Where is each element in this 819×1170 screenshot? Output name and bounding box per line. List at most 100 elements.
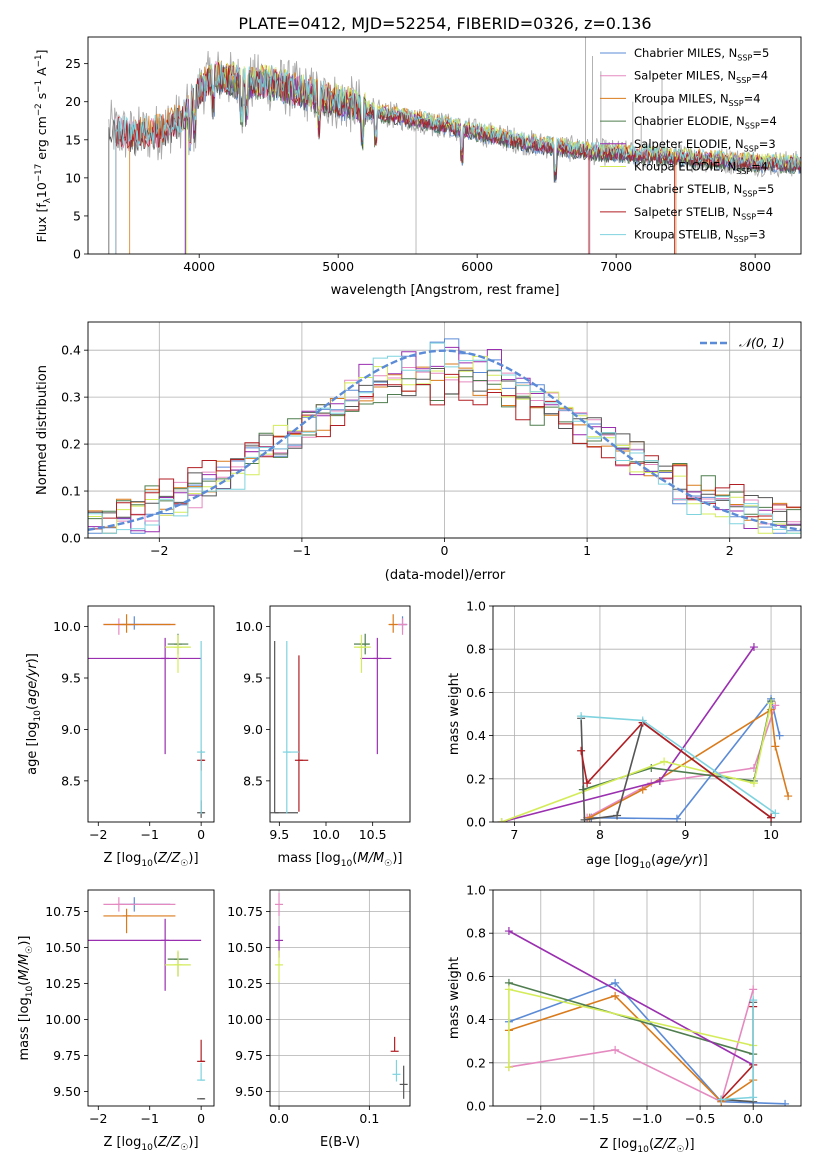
age-vs-mass-ytick-label: 9.5 [243,671,263,686]
mass-vs-EBV-ytick-label: 9.75 [235,1048,263,1063]
weight-vs-age-marker [497,818,506,822]
weight-vs-Z: −2.0 −1.5 −1.0 −0.5 0.0 0.0 0.2 0.4 0.6 0.8 1.0 Z [… [447,883,802,1155]
weight-vs-age-marker [655,776,664,785]
weight-vs-age-frame [492,605,802,823]
mass-vs-EBV-ytick-label: 10.75 [227,904,263,919]
age-vs-Z: −2 −1 0 8.5 9.0 9.5 10.0 Z [log10(Z/Z☉)] age [lo… [25,605,215,869]
mass-vs-EBV-xtick-label: 0.0 [269,1111,289,1126]
mass-vs-EBV-ytick-label: 9.50 [235,1084,263,1099]
weight-vs-Z-ytick-label: 0.8 [466,926,486,941]
mass-vs-Z-xtick-label: 0 [197,1111,205,1126]
weight-vs-age-ytick-label: 0.4 [466,728,486,743]
legend-label: Salpeter STELIB, NSSP=4 [634,205,773,221]
weight-vs-age-xtick-label: 7 [510,827,518,842]
weight-vs-Z-xtick-label: −2.0 [526,1111,556,1126]
weight-vs-age-marker [771,701,780,710]
mass-vs-EBV-xlabel: E(B-V) [320,1135,360,1150]
weight-vs-Z-ytick-label: 0.4 [466,1012,486,1027]
age-vs-Z-ytick-label: 9.5 [61,671,81,686]
weight-vs-age-marker [749,643,758,652]
weight-vs-age-ylabel: mass weight [447,673,462,755]
weight-vs-Z-marker [749,985,758,994]
spectrum-frame [87,36,802,255]
weight-vs-age-line [591,697,781,820]
weight-vs-Z-ytick-label: 0.0 [466,1099,486,1114]
spectrum-xlabel: wavelength [Angstrom, rest frame] [331,283,560,298]
spectrum-model-line [115,61,801,173]
weight-vs-age-marker [672,814,681,822]
spectrum-plot [108,37,801,254]
spectrum-ytick-label: 10 [65,170,81,185]
weight-vs-Z-marker [611,991,620,1000]
age-vs-Z-plot [88,614,206,818]
legend-label: Kroupa MILES, NSSP=4 [634,91,761,107]
age-vs-mass-xtick-label: 10.0 [312,827,340,842]
weight-vs-Z-line [508,994,754,1103]
weight-vs-Z-xlabel: Z [log10(Z/Z☉)] [599,1137,694,1155]
mass-vs-Z-xlabel: Z [log10(Z/Z☉)] [103,1135,198,1153]
weight-vs-age-ytick-label: 0.8 [466,642,486,657]
weight-vs-Z-ytick-label: 1.0 [466,883,486,898]
residuals-step-line [88,342,801,534]
weight-vs-Z-marker [504,985,513,994]
weight-vs-age-marker [771,742,780,751]
weight-vs-Z-plot [504,927,790,1106]
weight-vs-age-marker [583,779,592,788]
weight-vs-age-marker [577,712,586,721]
weight-vs-age-marker [613,811,622,820]
spectrum-ytick-label: 15 [65,132,81,147]
weight-vs-Z-xtick-label: −1.0 [632,1111,662,1126]
age-vs-mass-xlabel: mass [log10(M/M☉)] [278,851,403,869]
weight-vs-age-marker [577,746,586,755]
weight-vs-age-plot [497,643,793,822]
mass-vs-EBV-ytick-label: 10.25 [227,976,263,991]
figure-title: PLATE=0412, MJD=52254, FIBERID=0326, z=0… [238,14,651,33]
weight-vs-age-marker [638,716,647,725]
residuals-ytick-label: 0.3 [61,390,81,405]
normal-curve [88,349,801,531]
mass-vs-EBV-frame [269,889,411,1107]
age-vs-mass-ytick-label: 8.5 [243,773,263,788]
weight-vs-Z-marker [749,1093,758,1102]
age-vs-Z-ylabel: age [log10(age/yr)] [25,653,43,775]
mass-vs-Z-ylabel: mass [log10(M/M☉)] [17,936,35,1061]
spectrum-xtick-label: 4000 [183,259,215,274]
legend-label: Chabrier MILES, NSSP=5 [634,46,769,62]
weight-vs-Z-xtick-label: −1.5 [579,1111,609,1126]
weight-vs-age-ytick-label: 0.2 [466,771,486,786]
weight-vs-age-marker [580,815,589,822]
weight-vs-age-marker [775,731,784,740]
legend-label: Salpeter ELODIE, NSSP=3 [634,137,776,153]
age-vs-mass-ytick-label: 10.0 [235,619,263,634]
legend-label: Chabrier ELODIE, NSSP=4 [634,114,777,130]
weight-vs-Z-xtick-label: −0.5 [685,1111,715,1126]
residuals-xtick-label: 2 [726,543,734,558]
residuals-xtick-label: −1 [293,543,311,558]
weight-vs-Z-marker [611,1045,620,1054]
weight-vs-age-marker [767,699,776,708]
mass-vs-Z-plot [88,897,206,1100]
residuals-ytick-label: 0.1 [61,484,81,499]
weight-vs-Z-line [508,930,754,1066]
weight-vs-age-xtick-label: 10 [763,827,779,842]
weight-vs-age-ytick-label: 0.0 [466,815,486,830]
normal-legend-label: 𝒩(0, 1) [739,335,785,350]
mass-vs-EBV: 0.0 0.1 9.50 9.75 10.00 10.25 10.50 10.75 E(B-V) [227,889,411,1150]
residuals-xtick-label: 0 [441,543,449,558]
weight-vs-age-xlabel: age [log10(age/yr)] [586,853,708,871]
residuals-plot [88,338,801,534]
spectrum-ytick-label: 5 [73,208,81,223]
age-vs-mass-frame [269,605,411,823]
mass-vs-Z-frame [87,889,215,1107]
weight-vs-Z-marker [749,996,758,1005]
weight-vs-age-marker [749,779,758,788]
mass-vs-Z-xtick-label: −2 [89,1111,107,1126]
mass-vs-EBV-xtick-label: 0.1 [359,1111,379,1126]
mass-vs-Z-ytick-label: 10.00 [45,1012,81,1027]
legend-label: Kroupa ELODIE, NSSP=4 [634,160,768,176]
mass-vs-Z-ytick-label: 10.50 [45,940,81,955]
age-vs-mass-ytick-label: 9.0 [243,722,263,737]
weight-vs-age-marker [660,757,669,766]
age-vs-mass-xtick-label: 10.5 [359,827,387,842]
